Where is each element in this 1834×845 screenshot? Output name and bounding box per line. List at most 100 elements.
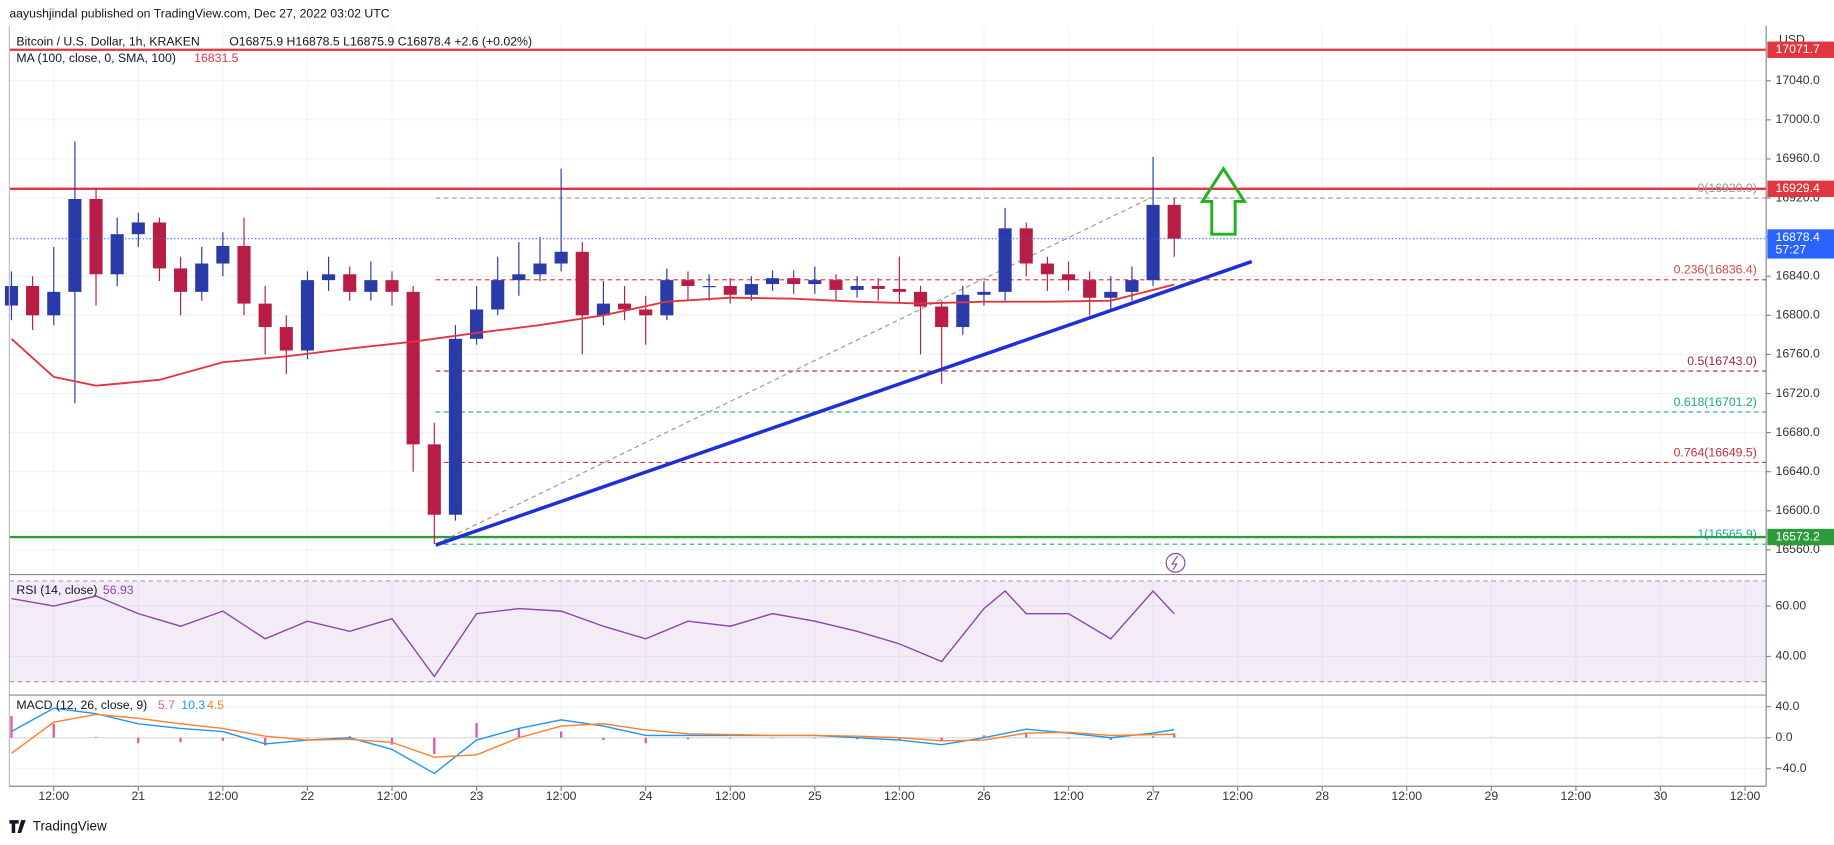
candle-body xyxy=(47,291,61,316)
candle-body xyxy=(300,280,314,351)
macd-histogram-bar xyxy=(475,722,478,738)
candle-body xyxy=(237,245,251,304)
candle-body xyxy=(385,280,399,292)
candle-body xyxy=(871,286,885,289)
signal-value: 4.5 xyxy=(207,698,224,712)
brand-logo xyxy=(9,820,26,834)
price-level-badge xyxy=(1767,528,1834,546)
ma-name: MA (100, close, 0, SMA, 100) xyxy=(16,51,176,65)
x-tick-label: 21 xyxy=(131,789,145,803)
macd-histogram-bar xyxy=(1151,736,1155,738)
y-tick-label: 40.00 xyxy=(1776,649,1807,663)
candle-body xyxy=(1146,204,1160,281)
y-tick-label: 16640.0 xyxy=(1776,464,1821,478)
macd-histogram-bar xyxy=(1025,733,1028,738)
macd-histogram-bar xyxy=(813,737,816,739)
candle-body xyxy=(829,280,843,290)
x-tick-label: 12:00 xyxy=(715,789,746,803)
macd-histogram-bar xyxy=(433,737,436,755)
candle-body xyxy=(26,286,40,316)
candle-body xyxy=(491,280,505,310)
x-tick-label: 27 xyxy=(1146,789,1160,803)
x-tick-label: 12:00 xyxy=(1053,789,1084,803)
ma-line xyxy=(10,283,1175,387)
price-level-label: 16929.4 xyxy=(1776,181,1821,195)
candle-body xyxy=(575,251,589,316)
candle-body xyxy=(406,291,420,445)
rsi-line xyxy=(11,589,1175,678)
fib-label: 0(16920.0) xyxy=(1697,181,1756,195)
y-tick-label: −40.0 xyxy=(1776,761,1807,775)
price-level-badge xyxy=(1767,41,1834,58)
x-tick-label: 28 xyxy=(1315,789,1329,803)
candle-body xyxy=(977,291,991,295)
candle-body xyxy=(279,327,293,351)
price-level-label: 17071.7 xyxy=(1776,42,1821,56)
x-tick-label: 12:00 xyxy=(1561,789,1592,803)
macd-histogram-bar xyxy=(771,737,774,739)
candle-body xyxy=(1125,280,1139,292)
y-tick-label: 16600.0 xyxy=(1776,503,1821,517)
macd-histogram-bar xyxy=(94,736,98,738)
candle-body xyxy=(1061,274,1076,281)
macd-line xyxy=(11,707,1175,775)
macd-histogram-bar xyxy=(982,735,986,738)
rsi-band xyxy=(9,580,1767,682)
candle-body xyxy=(533,263,547,275)
x-tick-label: 12:00 xyxy=(546,789,577,803)
macd-histogram-bar xyxy=(686,737,690,740)
candle-body xyxy=(364,280,378,292)
candle-body xyxy=(512,274,526,281)
candle-body xyxy=(596,303,610,316)
candle-body xyxy=(1083,280,1097,298)
x-tick-label: 25 xyxy=(808,789,822,803)
candle-body xyxy=(723,286,737,295)
macd-histogram-bar xyxy=(517,728,521,738)
candle-body xyxy=(702,286,716,288)
x-tick-label: 26 xyxy=(977,789,991,803)
macd-histogram-bar xyxy=(137,737,140,744)
candle-body xyxy=(427,444,441,515)
fib-label: 0.5(16743.0) xyxy=(1687,354,1757,368)
candle-body xyxy=(4,286,19,306)
candle-body xyxy=(618,303,632,310)
x-tick-label: 12:00 xyxy=(38,789,69,803)
candle-body xyxy=(152,222,167,269)
event-icon[interactable] xyxy=(1165,552,1186,573)
y-tick-label: 40.0 xyxy=(1776,699,1800,713)
candle-body xyxy=(956,294,970,328)
x-tick-label: 30 xyxy=(1654,789,1668,803)
macd-histogram-bar xyxy=(940,737,943,742)
ma-value: 16831.5 xyxy=(194,51,239,65)
price-level-badge xyxy=(1767,180,1834,198)
brand: TradingView xyxy=(33,819,107,834)
macd-value: 10.3 xyxy=(181,698,205,712)
y-tick-label: 16840.0 xyxy=(1776,268,1821,282)
candle-body xyxy=(470,309,484,339)
y-tick-label: 16960.0 xyxy=(1776,151,1821,165)
candle-body xyxy=(195,263,209,292)
macd-histogram-bar xyxy=(263,737,267,746)
candle-body xyxy=(787,278,801,285)
grid xyxy=(9,25,1767,787)
x-tick-label: 29 xyxy=(1485,789,1499,803)
fib-label: 0.618(16701.2) xyxy=(1674,395,1757,409)
y-tick-label: 16800.0 xyxy=(1776,308,1821,322)
macd-histogram-bar xyxy=(644,737,647,744)
candle-body xyxy=(744,284,758,295)
y-tick-label: 0.0 xyxy=(1776,730,1793,744)
up-arrow xyxy=(1199,165,1248,236)
macd-histogram-bar xyxy=(221,737,225,741)
y-tick-label: 16720.0 xyxy=(1776,386,1821,400)
macd-histogram-bar xyxy=(179,737,182,743)
macd-histogram-bar xyxy=(855,737,859,740)
countdown: 57:27 xyxy=(1776,243,1807,257)
ohlc: O16875.9 H16878.5 L16875.9 C16878.4 +2.6… xyxy=(229,35,532,49)
macd-histogram-bar xyxy=(729,737,732,739)
x-tick-label: 12:00 xyxy=(208,789,239,803)
candle-body xyxy=(343,274,357,292)
macd-histogram-bar xyxy=(390,737,394,745)
rsi-name: RSI (14, close) xyxy=(16,583,97,597)
